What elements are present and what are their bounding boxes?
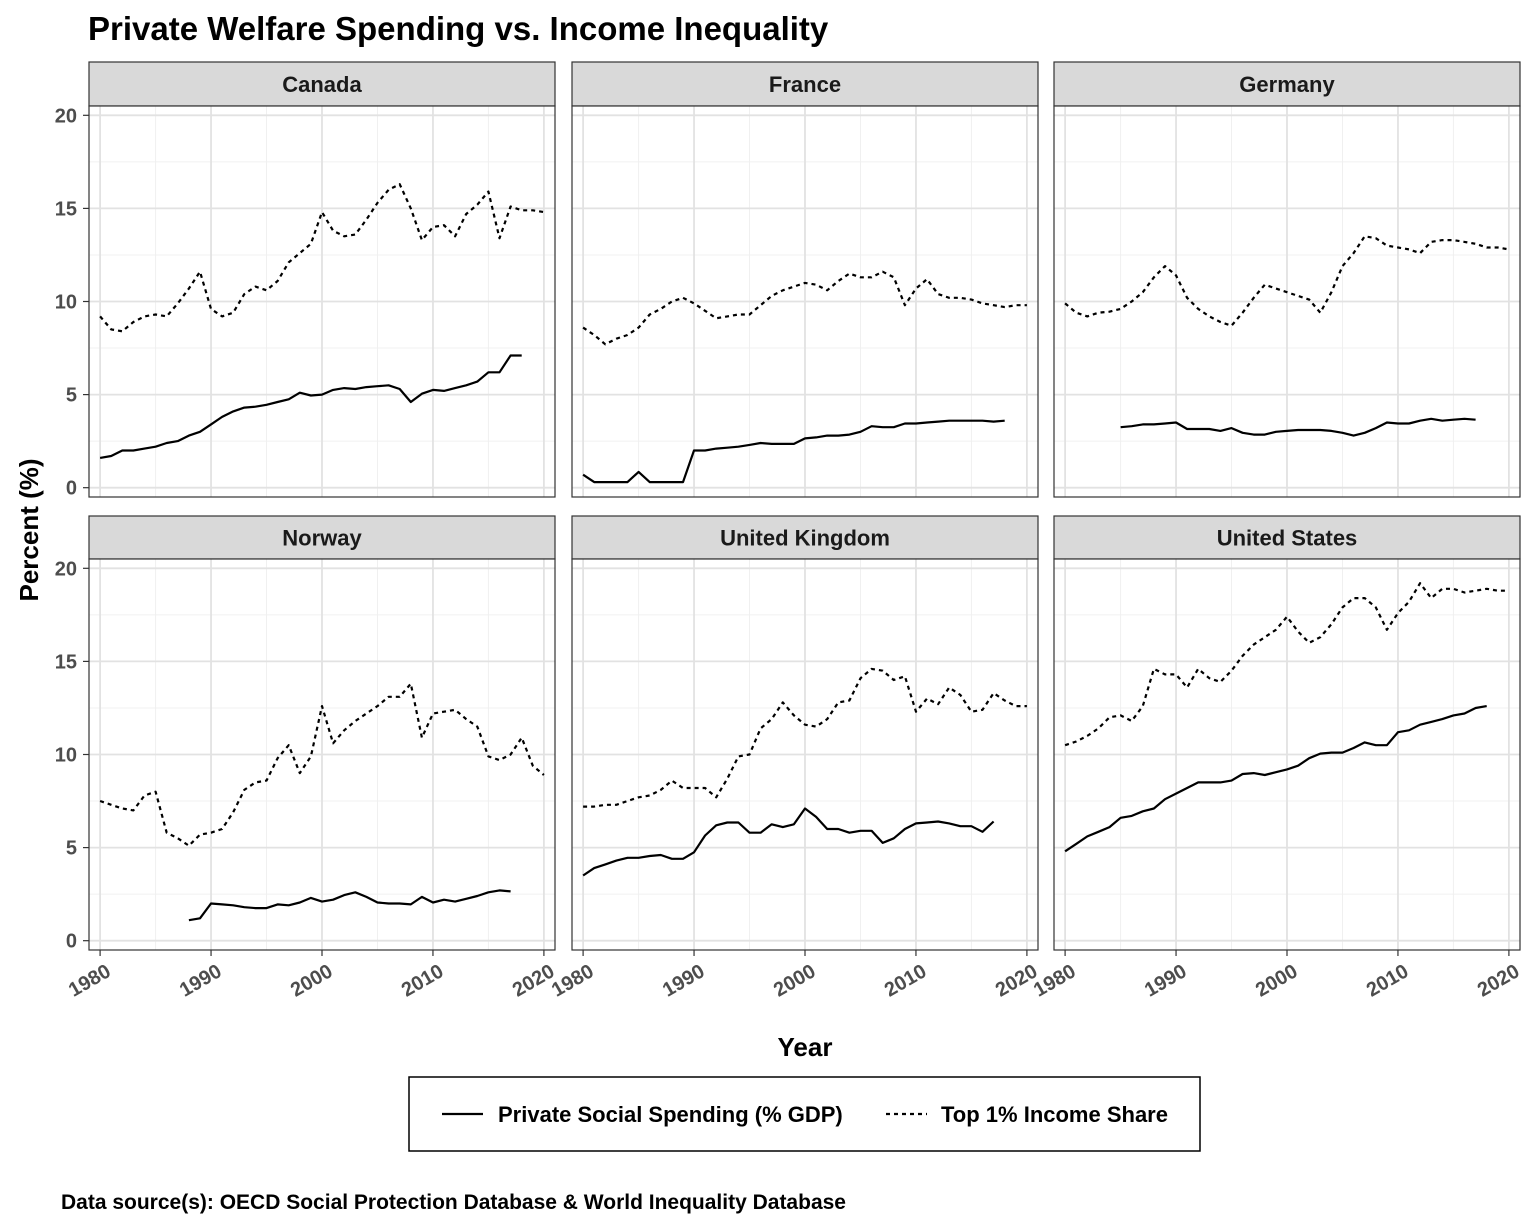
- legend-box: [408, 1076, 1201, 1152]
- y-axis-title: Percent (%): [14, 458, 44, 601]
- series-line-top1-income-share: [582, 270, 1027, 346]
- x-tick-label: 2010: [398, 960, 448, 1001]
- x-tick-label: 1980: [1030, 960, 1080, 1001]
- panel-border: [1053, 105, 1521, 498]
- series-line-private-social-spending: [582, 419, 1005, 484]
- y-tick-label: 0: [66, 478, 77, 500]
- x-tick-label: 1990: [659, 960, 709, 1001]
- panel-france: France: [571, 61, 1039, 498]
- strip-label: Norway: [282, 526, 362, 551]
- panel-united-states: United States 1980 1990 2000 2010 2020: [1030, 515, 1524, 1002]
- strip-label: United States: [1217, 526, 1358, 551]
- y-tick-label: 0: [66, 931, 77, 953]
- x-tick-label: 2010: [881, 960, 931, 1001]
- strip-label: United Kingdom: [720, 526, 890, 551]
- x-tick-label: 2020: [1474, 960, 1524, 1001]
- panel-germany: Germany: [1053, 61, 1521, 498]
- series-line-private-social-spending: [188, 889, 511, 922]
- x-tick-label: 1990: [1141, 960, 1191, 1001]
- x-tick-label: 2000: [1252, 960, 1302, 1001]
- legend: Private Social Spending (% GDP) Top 1% I…: [408, 1076, 1201, 1152]
- y-tick-label: 20: [55, 558, 77, 580]
- strip-label: France: [769, 72, 841, 97]
- strip-label: Germany: [1239, 72, 1335, 97]
- strip-background: [571, 61, 1039, 107]
- series-line-private-social-spending: [1064, 705, 1487, 853]
- series-line-top1-income-share: [1064, 235, 1510, 327]
- panel-border: [571, 105, 1039, 498]
- series-line-top1-income-share: [99, 682, 545, 847]
- y-tick-label: 15: [55, 198, 77, 220]
- strip-background: [1053, 61, 1521, 107]
- strip-background: [88, 515, 556, 560]
- strip-label: Canada: [282, 72, 362, 97]
- y-tick-label: 10: [55, 292, 77, 314]
- y-tick-label: 5: [66, 385, 77, 407]
- strip-background: [571, 515, 1039, 560]
- series-line-top1-income-share: [583, 667, 1027, 808]
- y-tick-label: 10: [55, 745, 77, 767]
- series-line-top1-income-share: [99, 183, 545, 333]
- strip-background: [1053, 515, 1521, 560]
- chart-title: Private Welfare Spending vs. Income Ineq…: [88, 10, 829, 47]
- panel-canada: Canada 0 5 10 15 20: [55, 61, 556, 500]
- x-tick-label: 1980: [548, 960, 598, 1001]
- x-tick-label: 2000: [770, 960, 820, 1001]
- x-tick-label: 2000: [287, 960, 337, 1001]
- x-axis-title: Year: [778, 1032, 833, 1062]
- y-tick-label: 5: [66, 838, 77, 860]
- x-tick-label: 1990: [176, 960, 226, 1001]
- y-tick-label: 20: [55, 105, 77, 127]
- y-tick-label: 15: [55, 651, 77, 673]
- series-line-private-social-spending: [99, 354, 522, 459]
- strip-background: [88, 61, 556, 107]
- x-tick-label: 1980: [65, 960, 115, 1001]
- facet-panels: Canada 0 5 10 15 20 France Germany Norway 0 5 10 15 2…: [55, 61, 1524, 1002]
- series-line-private-social-spending: [582, 807, 995, 877]
- series-line-private-social-spending: [1120, 417, 1476, 437]
- series-line-top1-income-share: [1064, 582, 1509, 747]
- legend-label-spending: Private Social Spending (% GDP): [498, 1102, 843, 1127]
- x-tick-label: 2010: [1363, 960, 1413, 1001]
- caption: Data source(s): OECD Social Protection D…: [61, 1191, 846, 1214]
- legend-label-top1: Top 1% Income Share: [941, 1102, 1168, 1127]
